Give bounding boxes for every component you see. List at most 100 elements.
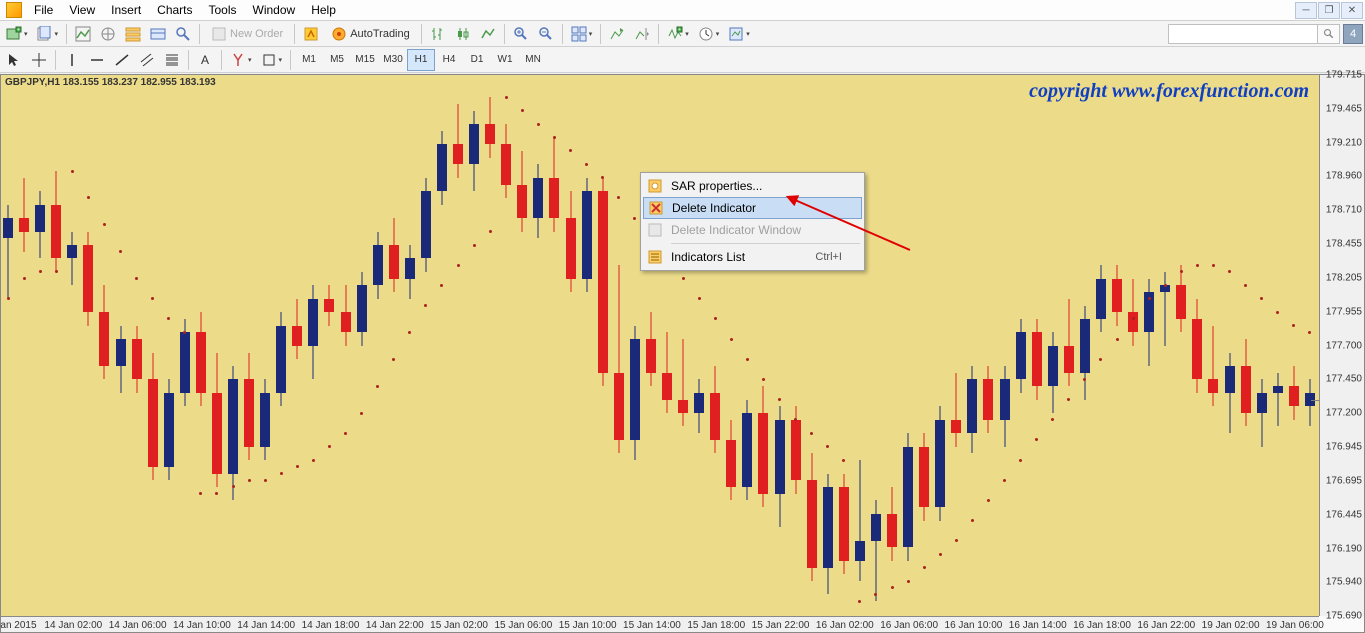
new-chart-button[interactable]: + — [2, 23, 32, 45]
candle — [453, 75, 463, 616]
candle — [1241, 75, 1251, 616]
strategy-tester-button[interactable] — [171, 23, 195, 45]
sar-dot — [264, 479, 267, 482]
timeframe-m30[interactable]: M30 — [379, 49, 407, 71]
sar-dot — [585, 163, 588, 166]
candle — [148, 75, 158, 616]
timeframe-m5[interactable]: M5 — [323, 49, 351, 71]
tile-windows-button[interactable] — [567, 23, 597, 45]
candle — [1112, 75, 1122, 616]
close-button[interactable]: ✕ — [1341, 2, 1363, 19]
candle — [935, 75, 945, 616]
sar-dot — [7, 297, 10, 300]
ytick: 177.200 — [1326, 408, 1362, 419]
equidistant-channel-button[interactable] — [135, 49, 159, 71]
line-chart-button[interactable] — [476, 23, 500, 45]
candle — [758, 75, 768, 616]
candle — [1000, 75, 1010, 616]
ytick: 177.955 — [1326, 306, 1362, 317]
menu-help[interactable]: Help — [303, 1, 344, 19]
menu-insert[interactable]: Insert — [103, 1, 149, 19]
sar-dot — [489, 230, 492, 233]
ytick: 178.455 — [1326, 239, 1362, 250]
notification-badge[interactable]: 4 — [1343, 24, 1363, 44]
sar-dot — [907, 580, 910, 583]
app-icon — [6, 2, 22, 18]
data-window-button[interactable] — [96, 23, 120, 45]
candle — [1289, 75, 1299, 616]
timeframe-m1[interactable]: M1 — [295, 49, 323, 71]
candle — [1208, 75, 1218, 616]
xtick: 15 Jan 14:00 — [623, 620, 681, 631]
candle — [1128, 75, 1138, 616]
timeframe-mn[interactable]: MN — [519, 49, 547, 71]
sar-dot — [457, 264, 460, 267]
timeframe-w1[interactable]: W1 — [491, 49, 519, 71]
timeframe-m15[interactable]: M15 — [351, 49, 379, 71]
candle — [180, 75, 190, 616]
terminal-button[interactable] — [146, 23, 170, 45]
ytick: 175.690 — [1326, 611, 1362, 622]
navigator-button[interactable] — [121, 23, 145, 45]
sar-dot — [23, 277, 26, 280]
templates-button[interactable] — [724, 23, 754, 45]
candle — [919, 75, 929, 616]
menu-view[interactable]: View — [61, 1, 103, 19]
ytick: 178.960 — [1326, 171, 1362, 182]
menu-charts[interactable]: Charts — [149, 1, 200, 19]
ctx-delete-indicator[interactable]: Delete Indicator — [643, 197, 862, 219]
candle — [389, 75, 399, 616]
vertical-line-button[interactable] — [60, 49, 84, 71]
auto-scroll-button[interactable] — [605, 23, 629, 45]
crosshair-button[interactable] — [27, 49, 51, 71]
new-order-button[interactable]: New Order — [204, 23, 290, 45]
win-icon — [647, 222, 663, 238]
zoom-in-button[interactable] — [509, 23, 533, 45]
menu-tools[interactable]: Tools — [201, 1, 245, 19]
ctx-indicators-list[interactable]: Indicators ListCtrl+I — [643, 246, 862, 268]
indicators-button[interactable]: + — [663, 23, 693, 45]
fibonacci-button[interactable] — [160, 49, 184, 71]
del-icon — [648, 200, 664, 216]
candle — [1032, 75, 1042, 616]
autotrading-button[interactable]: AutoTrading — [324, 23, 417, 45]
candle — [501, 75, 511, 616]
chart-area[interactable]: GBPJPY,H1 183.155 183.237 182.955 183.19… — [1, 75, 1319, 616]
ctx-sar-properties-[interactable]: SAR properties... — [643, 175, 862, 197]
trendline-button[interactable] — [110, 49, 134, 71]
xtick: 16 Jan 22:00 — [1137, 620, 1195, 631]
horizontal-line-button[interactable] — [85, 49, 109, 71]
candle — [116, 75, 126, 616]
chart-shift-button[interactable] — [630, 23, 654, 45]
periods-button[interactable] — [694, 23, 724, 45]
timeframe-d1[interactable]: D1 — [463, 49, 491, 71]
market-watch-button[interactable] — [71, 23, 95, 45]
sar-dot — [1244, 284, 1247, 287]
cursor-button[interactable] — [2, 49, 26, 71]
maximize-button[interactable]: ❐ — [1318, 2, 1340, 19]
candle-chart-button[interactable] — [451, 23, 475, 45]
timeframe-h4[interactable]: H4 — [435, 49, 463, 71]
arrows-button[interactable] — [226, 49, 256, 71]
search-input[interactable] — [1168, 24, 1318, 44]
sar-dot — [521, 109, 524, 112]
minimize-button[interactable]: ─ — [1295, 2, 1317, 19]
candle — [742, 75, 752, 616]
metaquotes-button[interactable] — [299, 23, 323, 45]
ctx-label: SAR properties... — [671, 179, 762, 193]
shapes-button[interactable] — [257, 49, 287, 71]
ytick: 176.695 — [1326, 475, 1362, 486]
profiles-button[interactable] — [33, 23, 63, 45]
timeframe-h1[interactable]: H1 — [407, 49, 435, 71]
search-button[interactable] — [1318, 24, 1340, 44]
bar-chart-button[interactable] — [426, 23, 450, 45]
ytick: 179.715 — [1326, 70, 1362, 81]
zoom-out-button[interactable] — [534, 23, 558, 45]
menu-file[interactable]: File — [26, 1, 61, 19]
candle — [1096, 75, 1106, 616]
candle — [1048, 75, 1058, 616]
menu-window[interactable]: Window — [245, 1, 304, 19]
toolbar-drawing: A M1M5M15M30H1H4D1W1MN — [0, 47, 1365, 73]
text-button[interactable]: A — [193, 49, 217, 71]
xtick: 14 Jan 18:00 — [302, 620, 360, 631]
